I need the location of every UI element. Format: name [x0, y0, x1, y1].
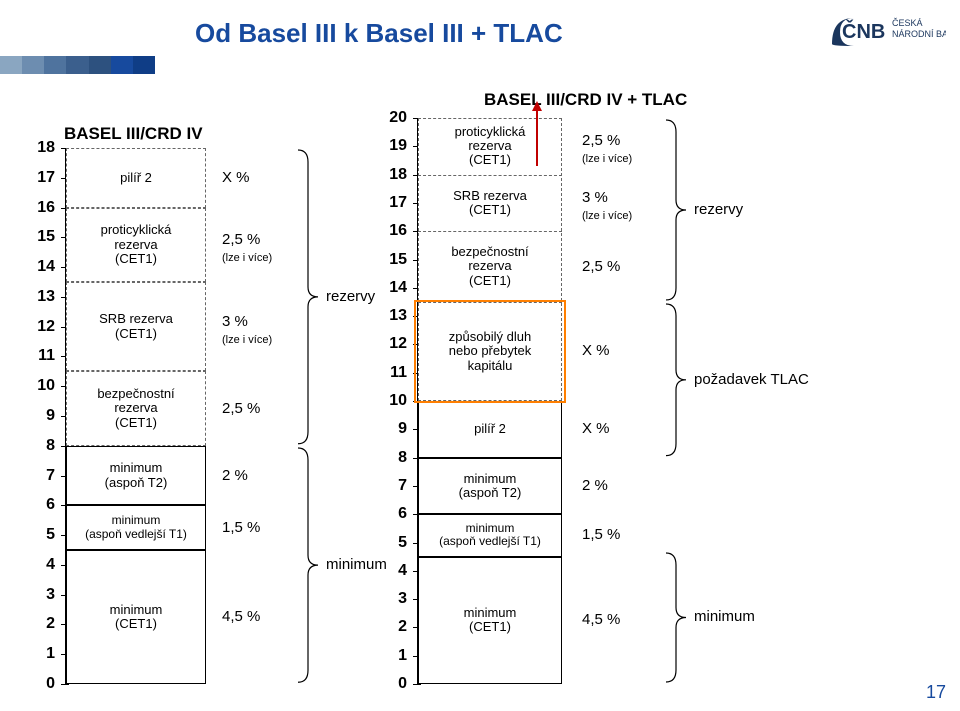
- percent-label: 1,5 %: [582, 526, 620, 543]
- axis-tick-label: 16: [389, 222, 407, 240]
- axis-tick-label: 18: [37, 139, 55, 157]
- axis-tick-label: 19: [389, 137, 407, 155]
- axis-tick-label: 15: [37, 228, 55, 246]
- page-title: Od Basel III k Basel III + TLAC: [195, 18, 563, 49]
- axis-tick-label: 13: [389, 307, 407, 325]
- axis-tick-label: 12: [389, 335, 407, 353]
- axis-tick-label: 11: [38, 347, 55, 365]
- axis-tick-label: 0: [46, 675, 55, 693]
- axis-tick-label: 5: [46, 526, 55, 544]
- percent-label: 2,5 %: [222, 400, 260, 417]
- bar-segment: minimum(aspoň vedlejší T1): [418, 514, 562, 556]
- axis-tick-label: 9: [398, 420, 407, 438]
- percent-label: X %: [582, 420, 610, 437]
- brace-icon: rezervy: [296, 148, 326, 446]
- axis-tick-label: 14: [37, 258, 55, 276]
- decor-strip: [0, 56, 155, 74]
- segment-boundary: [418, 175, 562, 176]
- axis-tick-label: 7: [398, 477, 407, 495]
- percent-label: 2,5 %(lze i více): [222, 231, 272, 265]
- y-axis: 01234567891011121314151617181920: [384, 118, 418, 684]
- percent-label: X %: [582, 342, 610, 359]
- axis-tick-label: 0: [398, 675, 407, 693]
- bar-segment: pilíř 2: [66, 148, 206, 208]
- axis-tick-label: 4: [398, 562, 407, 580]
- svg-text:NÁRODNÍ BANKA: NÁRODNÍ BANKA: [892, 29, 946, 39]
- axis-tick-label: 4: [46, 556, 55, 574]
- axis-tick-label: 1: [46, 645, 55, 663]
- brace-icon: požadavek TLAC: [664, 302, 694, 458]
- right-subtitle: BASEL III/CRD IV + TLAC: [484, 90, 687, 110]
- percent-label: 2,5 %(lze i více): [582, 132, 632, 166]
- percent-label: 1,5 %: [222, 519, 260, 536]
- brace-label: požadavek TLAC: [694, 371, 809, 388]
- segment-label: bezpečnostnírezerva(CET1): [418, 247, 562, 287]
- cnb-logo: ČNB ČESKÁ NÁRODNÍ BANKA: [826, 10, 946, 50]
- chart-basel3-tlac: 01234567891011121314151617181920minimum(…: [364, 118, 960, 684]
- percent-label: 2 %: [222, 467, 248, 484]
- percent-label: 4,5 %: [582, 611, 620, 628]
- brace-label: minimum: [694, 608, 755, 625]
- y-axis: 0123456789101112131415161718: [32, 148, 66, 684]
- axis-tick-label: 9: [46, 407, 55, 425]
- bar-stack: minimum(CET1)minimum(aspoň vedlejší T1)m…: [418, 118, 562, 684]
- bar-segment: minimum(CET1): [66, 550, 206, 684]
- segment-label: způsobilý dluhnebo přebytekkapitálu: [418, 331, 562, 371]
- axis-tick-label: 20: [389, 109, 407, 127]
- percent-label: 2 %: [582, 477, 608, 494]
- percent-label: 3 %(lze i více): [222, 313, 272, 347]
- bar-segment: minimum(aspoň T2): [66, 446, 206, 506]
- percent-label: 4,5 %: [222, 608, 260, 625]
- slide-number: 17: [926, 682, 946, 703]
- brace-label: rezervy: [694, 201, 743, 218]
- axis-tick-label: 8: [46, 437, 55, 455]
- percent-label: 2,5 %: [582, 258, 620, 275]
- bar-segment: minimum(CET1): [418, 557, 562, 684]
- bar-segment: proticyklickárezerva(CET1): [66, 208, 206, 282]
- axis-tick-label: 17: [37, 169, 55, 187]
- axis-tick-label: 5: [398, 534, 407, 552]
- svg-text:ČNB: ČNB: [842, 19, 885, 43]
- svg-text:ČESKÁ: ČESKÁ: [892, 18, 923, 28]
- axis-tick-label: 17: [389, 194, 407, 212]
- bar-segment: minimum(aspoň T2): [418, 458, 562, 515]
- axis-tick-label: 3: [46, 586, 55, 604]
- axis-tick-label: 2: [46, 615, 55, 633]
- axis-tick-label: 10: [389, 392, 407, 410]
- segment-boundary: [418, 302, 562, 303]
- axis-tick-label: 12: [37, 318, 55, 336]
- brace-icon: minimum: [664, 551, 694, 684]
- axis-tick-label: 3: [398, 590, 407, 608]
- segment-label: SRB rezerva(CET1): [418, 183, 562, 223]
- bar-segment: SRB rezerva(CET1): [66, 282, 206, 371]
- axis-tick-label: 11: [390, 364, 407, 382]
- bar-stack: minimum(CET1)minimum(aspoň vedlejší T1)m…: [66, 148, 206, 684]
- bar-segment: minimum(aspoň vedlejší T1): [66, 505, 206, 550]
- axis-tick-label: 2: [398, 618, 407, 636]
- axis-tick-label: 6: [398, 505, 407, 523]
- segment-label: proticyklickárezerva(CET1): [418, 126, 562, 166]
- segment-boundary: [418, 231, 562, 232]
- axis-tick-label: 15: [389, 251, 407, 269]
- axis-tick-label: 14: [389, 279, 407, 297]
- axis-tick-label: 6: [46, 496, 55, 514]
- bar-segment: bezpečnostnírezerva(CET1): [66, 371, 206, 445]
- bar-segment: pilíř 2: [418, 401, 562, 458]
- axis-tick-label: 8: [398, 449, 407, 467]
- axis-tick-label: 7: [46, 467, 55, 485]
- axis-tick-label: 10: [37, 377, 55, 395]
- axis-tick-label: 16: [37, 199, 55, 217]
- percent-label: X %: [222, 169, 250, 186]
- brace-icon: minimum: [296, 446, 326, 684]
- axis-tick-label: 18: [389, 166, 407, 184]
- brace-icon: rezervy: [664, 118, 694, 302]
- axis-tick-label: 1: [398, 647, 407, 665]
- left-subtitle: BASEL III/CRD IV: [64, 124, 203, 144]
- axis-tick-label: 13: [37, 288, 55, 306]
- percent-label: 3 %(lze i více): [582, 189, 632, 223]
